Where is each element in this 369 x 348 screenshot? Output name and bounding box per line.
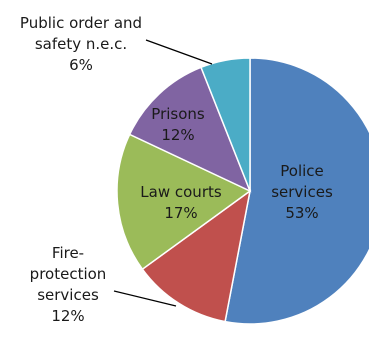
pie-data-labels: Police services 53% Fire-protection services…	[20, 14, 333, 325]
data-label-law-courts: Law courts 17%	[140, 183, 222, 222]
pie-slice-prisons	[128, 66, 252, 193]
data-label-value-police-services: 53%	[285, 204, 318, 222]
data-label-text-public-order-and-safety-n-e-c: Public order and	[20, 14, 142, 32]
data-label-value-law-courts: 17%	[164, 204, 197, 222]
data-label-prisons: Prisons 12%	[151, 105, 205, 144]
data-label-text-public-order-and-safety-n-e-c: safety n.e.c.	[35, 35, 127, 53]
data-label-text-prisons: Prisons	[151, 105, 205, 123]
data-label-text-fire-protection-services: protection	[30, 265, 107, 283]
data-label-fire-protection-services: Fire-protection services 12%	[30, 244, 107, 325]
data-label-text-law-courts: Law courts	[140, 183, 222, 201]
pie-slice-police-services	[224, 57, 369, 325]
leader-line-public-order-and-safety-n-e-c	[145, 39, 213, 65]
data-label-police-services: Police services 53%	[271, 162, 333, 222]
data-label-text-police-services: Police	[280, 162, 324, 180]
data-label-public-order-and-safety-n-e-c: Public order and safety n.e.c. 6%	[20, 14, 142, 74]
data-label-text-fire-protection-services: Fire-	[52, 244, 84, 262]
data-label-value-fire-protection-services: 12%	[51, 307, 84, 325]
pie-slices	[116, 57, 369, 325]
pie-slice-fire-protection-services	[141, 189, 252, 323]
data-label-text-fire-protection-services: services	[37, 286, 99, 304]
pie-slice-public-order-and-safety-n-e-c	[200, 57, 251, 192]
pie-slice-law-courts	[116, 133, 252, 271]
leader-line-fire-protection-services	[113, 290, 177, 307]
data-label-value-public-order-and-safety-n-e-c: 6%	[69, 56, 93, 74]
data-label-value-prisons: 12%	[161, 126, 194, 144]
data-label-text-police-services: services	[271, 183, 333, 201]
